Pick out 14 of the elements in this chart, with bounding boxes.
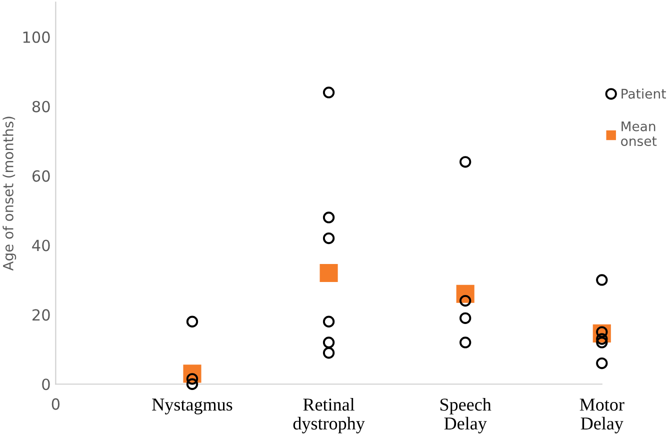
text: 0 xyxy=(52,398,60,410)
y-tick-label: 0 xyxy=(42,378,50,390)
y-tick-label: 100 xyxy=(23,31,50,43)
y-tick-label: 60 xyxy=(32,170,50,182)
y-tick-label: 80 xyxy=(32,100,50,112)
x-tick-label: Nystagmus xyxy=(152,398,232,414)
legend-label: Patient xyxy=(622,88,666,99)
y-axis-title: Age of onset (months) xyxy=(2,116,16,271)
x-tick-label: Retinal dystrophy xyxy=(293,398,365,434)
x-tick-label: Motor Delay xyxy=(580,398,624,434)
legend-label: Mean onset xyxy=(621,121,657,146)
x-tick-label: Speech Delay xyxy=(440,398,492,434)
y-tick-label: 20 xyxy=(32,309,50,321)
y-tick-label: 40 xyxy=(32,240,50,252)
